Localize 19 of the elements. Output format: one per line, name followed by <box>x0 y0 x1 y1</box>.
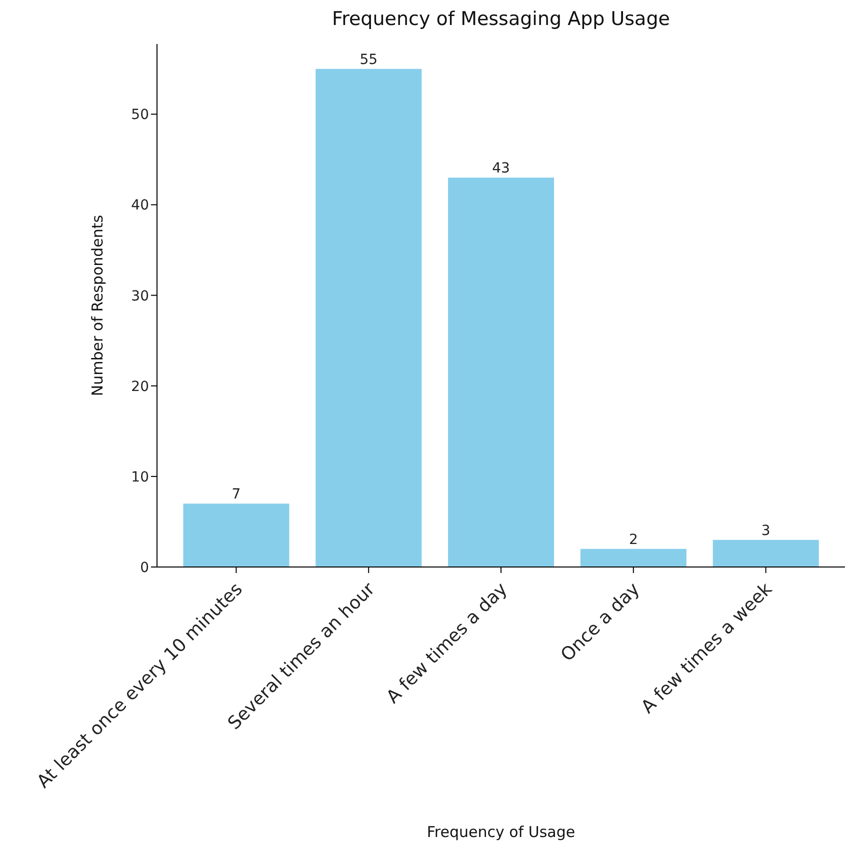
y-tick-label: 30 <box>131 288 149 304</box>
data-label: 7 <box>232 486 241 503</box>
data-label: 3 <box>761 522 770 539</box>
y-tick-label: 20 <box>131 378 149 395</box>
bar <box>580 548 686 567</box>
data-label: 2 <box>628 532 638 548</box>
data-label: 55 <box>360 52 378 68</box>
bar <box>712 540 819 567</box>
chart-title: Frequency of Messaging App Usage <box>331 8 671 30</box>
bar <box>183 504 290 567</box>
y-tick-label: 40 <box>131 198 149 214</box>
y-tick-label: 10 <box>131 469 149 486</box>
y-axis-title: Number of Respondents <box>88 214 106 396</box>
x-axis-title: Frequency of Usage <box>426 823 576 841</box>
bar <box>448 178 554 567</box>
bar <box>316 68 422 567</box>
y-tick-label: 50 <box>131 107 149 124</box>
y-tick-label: 0 <box>140 560 149 576</box>
data-label: 43 <box>492 160 510 177</box>
